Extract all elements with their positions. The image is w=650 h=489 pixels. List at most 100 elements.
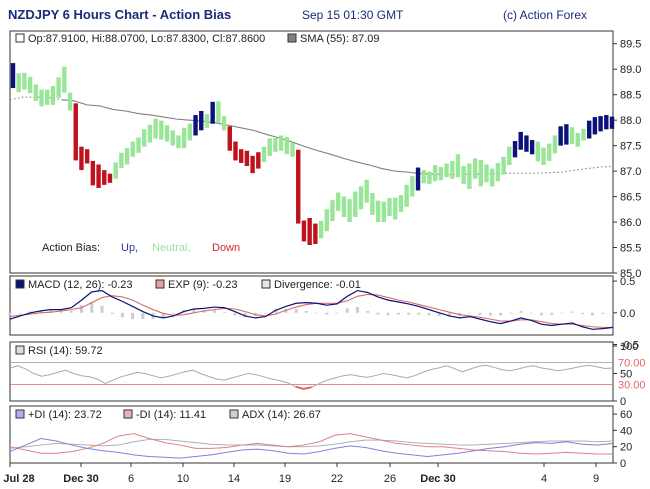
adx-label: ADX (14): 26.67 [242, 409, 321, 421]
price-bar [233, 141, 238, 161]
divergence-bar [355, 307, 359, 313]
x-tick-label: 4 [541, 473, 547, 485]
price-bar [547, 143, 552, 161]
price-bar [250, 155, 255, 174]
price-bar [39, 89, 44, 107]
price-bar [529, 140, 535, 155]
ohlc-info: Op:87.9100, Hi:88.0700, Lo:87.8300, Cl:8… [28, 33, 265, 45]
price-bar [427, 171, 432, 184]
divergence-bar [560, 312, 564, 314]
dmi-ytick-label: 40 [620, 425, 632, 437]
divergence-bar [110, 312, 114, 315]
rsi-label: RSI (14): 59.72 [28, 345, 103, 357]
divergence-bar [8, 312, 12, 316]
divergence-bar [325, 312, 329, 315]
price-bar [472, 158, 478, 179]
price-ytick-label: 85.5 [620, 243, 641, 255]
price-bar [415, 167, 421, 191]
price-bar [393, 197, 398, 220]
price-bar [170, 130, 175, 146]
divergence-bar [345, 308, 349, 313]
divergence-bar [427, 312, 431, 316]
price-bar [467, 163, 472, 189]
divergence-bar [539, 312, 543, 316]
x-tick-label: Dec 30 [63, 473, 98, 485]
adx-legend-swatch [229, 409, 239, 419]
price-bar [438, 167, 444, 181]
price-bar [267, 138, 272, 156]
price-bar [210, 101, 215, 124]
divergence-bar [437, 312, 441, 316]
price-bar [296, 149, 301, 224]
divergence-bar [376, 312, 380, 315]
price-bar [341, 196, 347, 217]
price-bar [518, 131, 523, 150]
price-bar [181, 127, 187, 149]
exp-label: EXP (9): -0.23 [168, 279, 238, 291]
macd-legend-swatch [15, 279, 25, 289]
adx-line [9, 438, 614, 449]
price-bar [524, 135, 529, 152]
price-bar [307, 217, 312, 245]
price-bar [238, 149, 244, 163]
price-bar [199, 110, 204, 131]
price-bar [10, 63, 16, 89]
price-bar [387, 198, 392, 216]
divergence-bar [601, 312, 605, 315]
divergence-bar [100, 305, 104, 313]
price-ytick-label: 88.5 [620, 90, 641, 102]
divergence-bar [172, 312, 176, 314]
price-bar [56, 77, 61, 98]
rsi-oversold-segment [295, 385, 312, 390]
x-tick-label: Dec 30 [420, 473, 455, 485]
price-bar [193, 115, 198, 136]
price-bar [261, 146, 267, 162]
price-bar [564, 124, 569, 145]
dmi-ytick-label: 60 [620, 409, 632, 421]
divergence-bar [478, 312, 482, 315]
x-axis: Jul 28 Dec 30 6 10 14 19 22 26 Dec 30 4 9 [3, 463, 599, 485]
action-bias-title: Action Bias: [42, 242, 100, 254]
price-bar [512, 141, 518, 158]
chart-title: NZDJPY 6 Hours Chart - Action Bias [8, 7, 232, 22]
price-bar [484, 164, 489, 183]
price-bar [244, 150, 250, 167]
divergence-bar [315, 312, 319, 314]
price-bar [478, 159, 483, 187]
divergence-bar [529, 312, 533, 314]
price-bar [27, 76, 33, 94]
price-bar [216, 101, 221, 123]
rsi-level-label: 70.00 [618, 358, 646, 370]
price-ytick-label: 89.0 [620, 64, 641, 76]
price-ytick-label: 86.5 [620, 192, 641, 204]
price-bar [119, 152, 124, 169]
price-bar [256, 152, 261, 169]
price-bar [313, 223, 318, 244]
price-bar [62, 66, 67, 93]
price-bar [335, 192, 341, 211]
pdi-label: +DI (14): 23.72 [28, 409, 102, 421]
divergence-bar [519, 310, 523, 313]
price-bar [301, 220, 307, 242]
divergence-bar [550, 312, 554, 315]
chart-header: NZDJPY 6 Hours Chart - Action Bias Sep 1… [0, 0, 650, 30]
price-bar [490, 168, 495, 187]
price-bar [598, 116, 603, 132]
rsi-ytick-label: 0 [620, 396, 626, 408]
price-bar [535, 141, 541, 162]
x-tick-label: 22 [331, 473, 343, 485]
pdi-legend-swatch [15, 409, 25, 419]
price-bar [330, 200, 335, 222]
price-bar [375, 200, 381, 223]
x-tick-label: 19 [279, 473, 291, 485]
price-bar [164, 125, 170, 142]
divergence-bar [202, 310, 206, 313]
mdi-line [9, 433, 613, 455]
price-bar [124, 148, 130, 165]
divergence-bar [499, 312, 503, 316]
price-bar [370, 193, 375, 215]
rsi-ytick-label: 50 [620, 369, 632, 381]
price-bar [45, 89, 50, 105]
macd-label: MACD (12, 26): -0.23 [28, 279, 133, 291]
